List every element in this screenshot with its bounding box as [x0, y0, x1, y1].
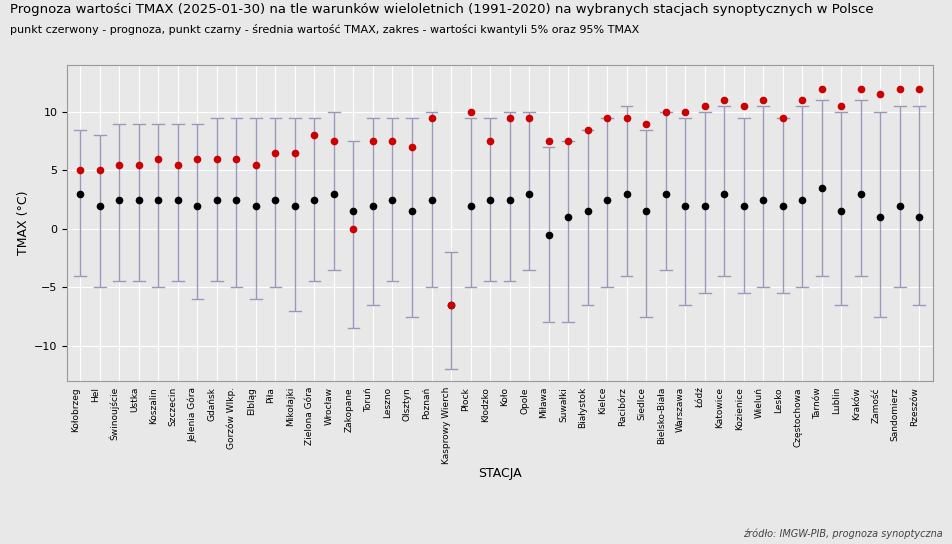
Text: Prognoza wartości TMAX (2025-01-30) na tle warunków wieloletnich (1991-2020) na : Prognoza wartości TMAX (2025-01-30) na t… — [10, 3, 873, 16]
Text: punkt czerwony - prognoza, punkt czarny - średnia wartość TMAX, zakres - wartośc: punkt czerwony - prognoza, punkt czarny … — [10, 24, 639, 35]
Y-axis label: TMAX (°C): TMAX (°C) — [17, 191, 30, 255]
X-axis label: STACJA: STACJA — [478, 467, 522, 480]
Text: źródło: IMGW-PIB, prognoza synoptyczna: źródło: IMGW-PIB, prognoza synoptyczna — [743, 528, 942, 539]
